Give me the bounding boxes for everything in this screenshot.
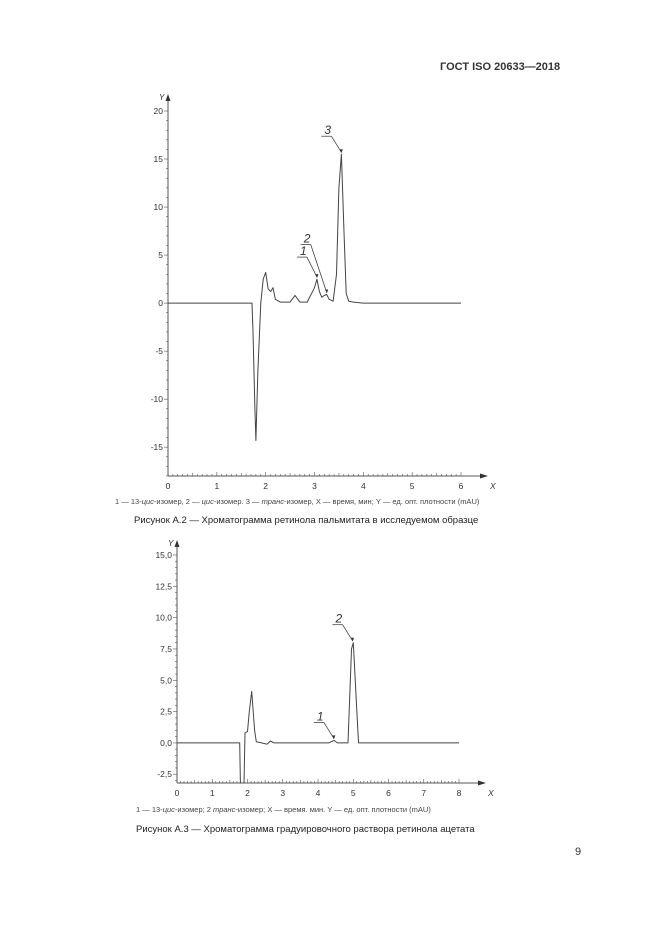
y-axis-arrow-icon <box>174 540 180 547</box>
x-axis-label: X <box>487 788 494 798</box>
legend-text: -изомер; X — время. мин. Y — ед. опт. пл… <box>235 805 431 814</box>
x-tick-label: 0 <box>166 481 171 491</box>
x-axis-label: X <box>489 481 496 491</box>
y-tick-label: -5 <box>155 346 163 356</box>
y-tick-label: 20 <box>154 106 164 116</box>
figure-a3-legend: 1 — 13-цис-изомер; 2 транс-изомер; X — в… <box>136 805 431 814</box>
x-tick-label: 0 <box>175 788 180 798</box>
x-tick-label: 3 <box>312 481 317 491</box>
peak-label-2: 2 <box>303 231 311 245</box>
y-tick-label: 0,0 <box>160 738 172 748</box>
x-tick-label: 6 <box>459 481 464 491</box>
y-tick-label: 10,0 <box>155 613 172 623</box>
legend-text-italic: цис <box>162 805 175 814</box>
legend-text: -изомер, X — время, мин; Y — ед. опт. пл… <box>283 497 480 506</box>
x-tick-label: 7 <box>421 788 426 798</box>
legend-text: -изомер. 3 — <box>213 497 262 506</box>
y-tick-label: 12,5 <box>155 581 172 591</box>
x-tick-label: 3 <box>280 788 285 798</box>
page-number: 9 <box>575 846 582 858</box>
y-tick-label: 15 <box>154 154 164 164</box>
legend-text: -изомер, 2 — <box>153 497 202 506</box>
y-tick-label: 10 <box>154 202 164 212</box>
x-tick-label: 1 <box>210 788 215 798</box>
y-tick-label: 0 <box>158 298 163 308</box>
x-tick-label: 6 <box>386 788 391 798</box>
x-axis-arrow-icon <box>480 473 488 479</box>
y-tick-label: 2,5 <box>160 707 172 717</box>
figure-a2-caption: Рисунок А.2 — Хроматограмма ретинола пал… <box>134 515 479 526</box>
legend-text-italic: транс <box>261 497 284 506</box>
y-tick-label: -15 <box>151 442 164 452</box>
document-id-header: ГОСТ ISO 20633—2018 <box>440 61 561 73</box>
y-tick-label: 15,0 <box>155 550 172 560</box>
y-tick-label: 5 <box>158 250 163 260</box>
peak-label-2: 2 <box>335 612 343 626</box>
x-tick-label: 1 <box>214 481 219 491</box>
legend-text: 1 — 13- <box>115 497 142 506</box>
figure-a2-legend: 1 — 13-цис-изомер, 2 — цис-изомер. 3 — т… <box>115 497 479 506</box>
x-tick-label: 4 <box>316 788 321 798</box>
peak-label-3: 3 <box>324 123 331 137</box>
y-axis-arrow-icon <box>165 94 171 101</box>
x-tick-label: 5 <box>410 481 415 491</box>
y-tick-label: 5,0 <box>160 675 172 685</box>
legend-text: 1 — 13- <box>136 805 163 814</box>
legend-text-italic: транс <box>213 805 236 814</box>
peak-label-1: 1 <box>317 709 324 723</box>
x-tick-label: 4 <box>361 481 366 491</box>
peak-label-1: 1 <box>300 244 307 258</box>
x-tick-label: 5 <box>351 788 356 798</box>
y-axis-label: Y <box>168 539 174 548</box>
chromatogram-trace <box>177 642 459 783</box>
legend-text-italic: цис <box>201 497 214 506</box>
x-axis-arrow-icon <box>478 780 486 786</box>
chromatogram-trace <box>168 153 461 441</box>
x-tick-label: 8 <box>457 788 462 798</box>
y-tick-label: 7,5 <box>160 644 172 654</box>
y-axis-label: Y <box>159 93 165 102</box>
legend-text-italic: цис <box>141 497 154 506</box>
y-tick-label: -2,5 <box>157 769 172 779</box>
figure-a3-caption: Рисунок А.3 — Хроматограмма градуировочн… <box>136 824 475 835</box>
y-tick-label: -10 <box>151 394 164 404</box>
x-tick-label: 2 <box>263 481 268 491</box>
chart-А.3: Y X 0 1 2 3 4 5 6 7 8 -2,5 0,0 2,5 5,0 7,5 10,0 12,5 15,0 1… <box>155 539 494 798</box>
legend-text: -изомер; 2 <box>174 805 214 814</box>
x-tick-label: 2 <box>245 788 250 798</box>
